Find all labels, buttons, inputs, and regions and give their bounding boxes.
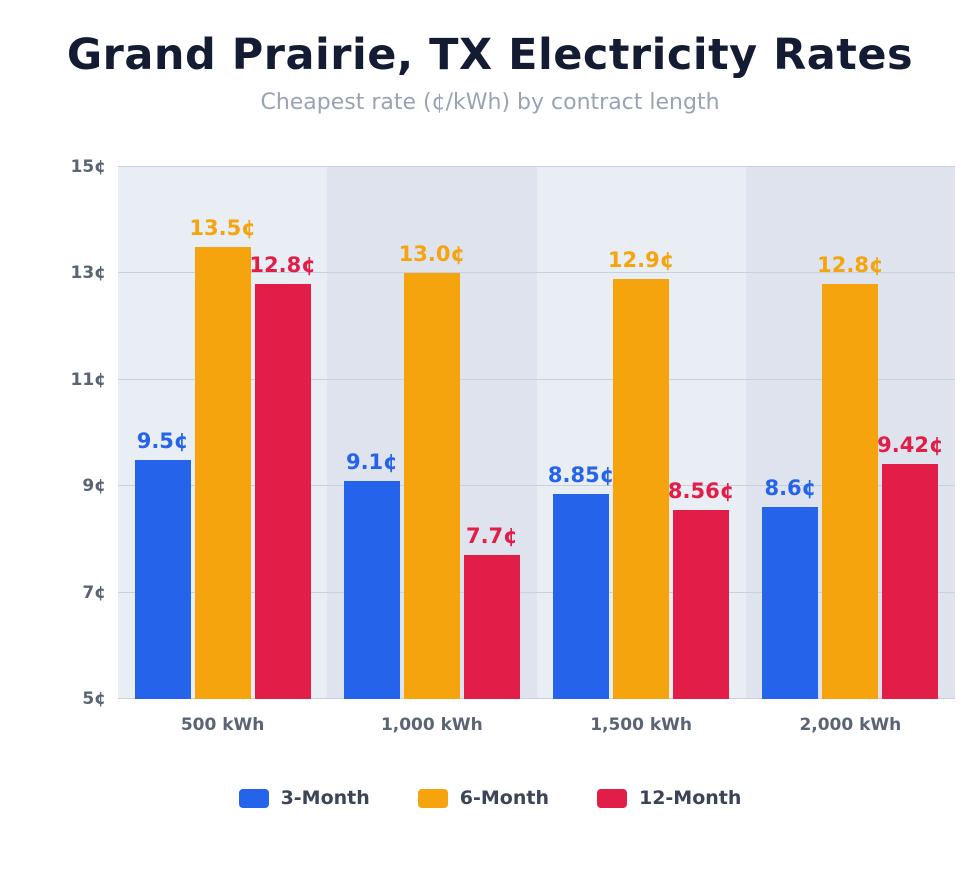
- legend-item-3-month: 3-Month: [238, 787, 370, 809]
- bar-groups: 9.5¢ 13.5¢ 12.8¢ 9.1¢ 13.0¢ 7.7¢ 8.85¢ 12.9¢ 8.5…: [118, 167, 955, 699]
- chart-page: Grand Prairie, TX Electricity Rates Chea…: [0, 30, 980, 890]
- legend-label: 3-Month: [280, 787, 370, 809]
- bar-12-month: 8.56¢: [668, 479, 734, 699]
- bar-3-month: 9.1¢: [343, 450, 400, 699]
- legend-label: 6-Month: [459, 787, 549, 809]
- bar-value-label: 13.5¢: [189, 215, 256, 240]
- y-tick-label: 11¢: [70, 369, 107, 390]
- bar-3-month: 9.5¢: [134, 429, 191, 699]
- plot-area: 9.5¢ 13.5¢ 12.8¢ 9.1¢ 13.0¢ 7.7¢ 8.85¢ 12.9¢ 8.5…: [118, 166, 955, 699]
- bar-12-month: 7.7¢: [463, 524, 520, 699]
- chart-legend: 3-Month 6-Month 12-Month: [0, 787, 980, 809]
- bar-6-month: 13.5¢: [189, 216, 256, 699]
- bar-value-label: 13.0¢: [398, 242, 466, 267]
- y-axis-labels: 5¢ 7¢ 9¢ 11¢ 13¢ 15¢: [6, 157, 118, 709]
- bar-group: 8.6¢ 12.8¢ 9.42¢: [746, 167, 955, 699]
- 12-month-swatch: [596, 788, 627, 808]
- page-title: Grand Prairie, TX Electricity Rates: [66, 30, 914, 80]
- bar-value-label: 9.5¢: [136, 428, 189, 453]
- bar-group: 9.5¢ 13.5¢ 12.8¢: [118, 167, 327, 699]
- gridline: [118, 485, 955, 487]
- y-tick-label: 13¢: [70, 263, 107, 284]
- bar-group: 9.1¢ 13.0¢ 7.7¢: [327, 167, 536, 699]
- bar-12-month: 9.42¢: [877, 433, 944, 699]
- bar-value-label: 8.85¢: [547, 463, 615, 488]
- bar-6-month: 13.0¢: [399, 242, 465, 699]
- x-tick-label: 500 kWh: [180, 715, 265, 735]
- y-tick-label: 15¢: [70, 157, 107, 177]
- y-tick-label: 7¢: [82, 582, 106, 603]
- 6-month-swatch: [417, 788, 448, 808]
- gridline: [118, 272, 955, 274]
- bar-6-month: 12.9¢: [608, 248, 674, 699]
- bar-12-month: 12.8¢: [249, 253, 316, 699]
- bar-value-label: 9.1¢: [345, 449, 398, 474]
- y-tick-label: 5¢: [82, 689, 106, 709]
- bar-3-month: 8.6¢: [762, 476, 819, 699]
- bar-value-label: 12.8¢: [249, 253, 316, 278]
- gridline: [118, 166, 955, 167]
- gridline: [118, 591, 955, 593]
- x-tick-label: 1,500 kWh: [590, 715, 693, 735]
- 3-month-swatch: [238, 788, 269, 808]
- bar-value-label: 12.8¢: [817, 253, 884, 278]
- bar-value-label: 12.9¢: [607, 247, 675, 272]
- x-tick-label: 2,000 kWh: [799, 715, 902, 735]
- legend-label: 12-Month: [638, 787, 742, 809]
- legend-item-6-month: 6-Month: [417, 787, 549, 809]
- x-axis-labels: 500 kWh 1,000 kWh 1,500 kWh 2,000 kWh: [118, 715, 955, 735]
- bar-3-month: 8.85¢: [548, 463, 614, 699]
- gridline: [118, 378, 955, 380]
- y-tick-label: 9¢: [82, 476, 106, 497]
- legend-item-12-month: 12-Month: [596, 787, 742, 809]
- gridline: [118, 698, 955, 699]
- bar-value-label: 8.6¢: [764, 476, 817, 501]
- bar-value-label: 7.7¢: [465, 524, 518, 549]
- bar-group: 8.85¢ 12.9¢ 8.56¢: [537, 167, 746, 699]
- x-tick-label: 1,000 kWh: [380, 715, 483, 735]
- page-subtitle: Cheapest rate (¢/kWh) by contract length: [260, 90, 720, 115]
- bar-6-month: 12.8¢: [817, 253, 884, 699]
- bar-value-label: 9.42¢: [877, 432, 944, 457]
- bar-value-label: 8.56¢: [667, 478, 735, 503]
- bar-chart: 5¢ 7¢ 9¢ 11¢ 13¢ 15¢ 9.5¢ 13.5¢ 12.8¢ 9.1¢ 13.0¢ 7…: [71, 157, 955, 709]
